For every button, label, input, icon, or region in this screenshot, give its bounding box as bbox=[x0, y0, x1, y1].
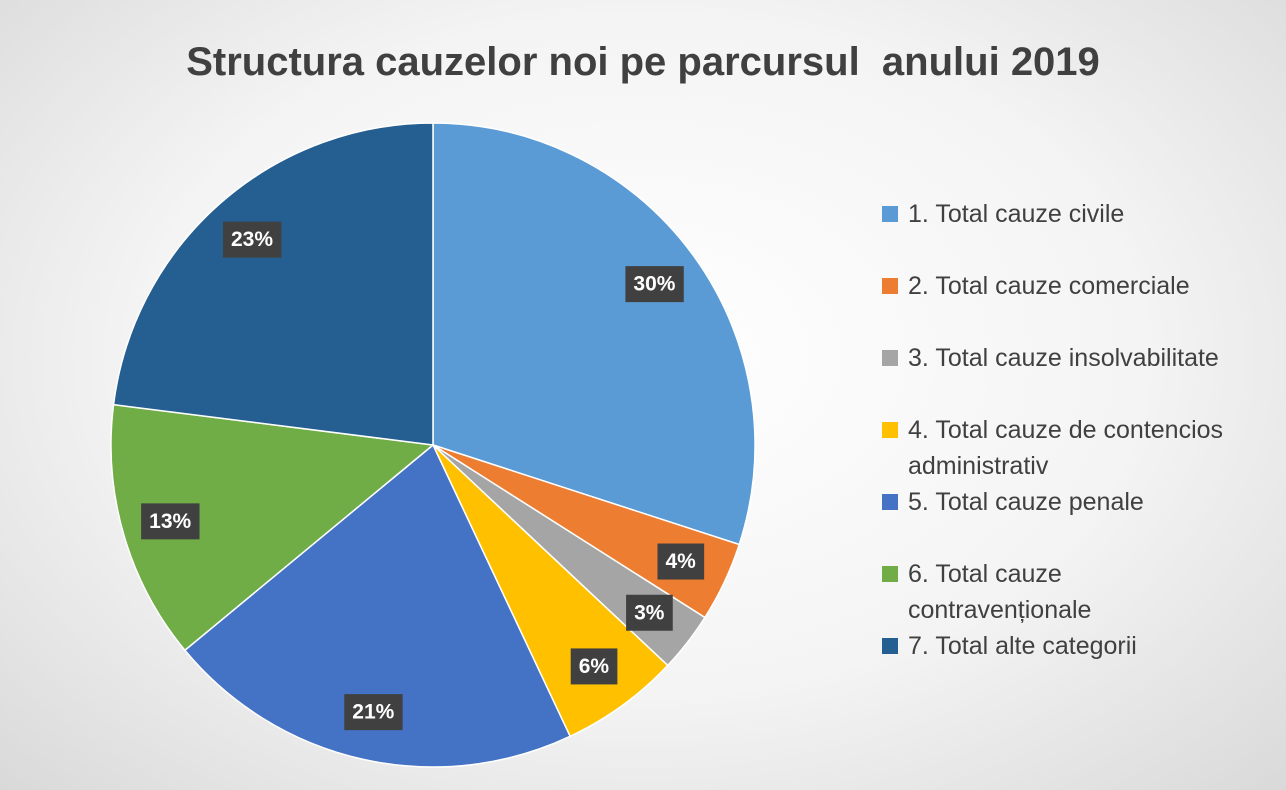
data-label-text: 30% bbox=[633, 273, 675, 296]
legend-swatch bbox=[882, 566, 898, 582]
legend-label: 6. Total cauze contravenționale bbox=[908, 560, 1092, 624]
data-label-text: 13% bbox=[149, 510, 191, 533]
legend-item: 4. Total cauze de contencios administrat… bbox=[882, 412, 1238, 484]
legend-swatch bbox=[882, 350, 898, 366]
legend-swatch bbox=[882, 494, 898, 510]
legend-swatch bbox=[882, 638, 898, 654]
legend-item: 5. Total cauze penale bbox=[882, 484, 1238, 556]
legend-label: 7. Total alte categorii bbox=[908, 632, 1137, 660]
data-label: 21% bbox=[344, 694, 403, 731]
legend-label: 5. Total cauze penale bbox=[908, 488, 1144, 516]
legend-item: 7. Total alte categorii bbox=[882, 628, 1238, 700]
legend-label: 4. Total cauze de contencios administrat… bbox=[908, 416, 1224, 480]
data-label-text: 6% bbox=[579, 655, 610, 678]
pie-slice bbox=[432, 122, 756, 546]
data-label-box bbox=[625, 266, 684, 303]
data-label: 6% bbox=[570, 648, 618, 685]
legend-swatch bbox=[882, 422, 898, 438]
data-label: 3% bbox=[626, 594, 673, 631]
legend-label: 2. Total cauze comerciale bbox=[908, 272, 1190, 300]
legend-item: 3. Total cauze insolvabilitate bbox=[882, 340, 1238, 412]
legend-label: 3. Total cauze insolvabilitate bbox=[908, 344, 1219, 372]
legend-label: 1. Total cauze civile bbox=[908, 200, 1125, 228]
chart-title: Structura cauzelor noi pe parcursul anul… bbox=[186, 40, 1100, 84]
pie-slice bbox=[110, 403, 435, 652]
data-label-box bbox=[570, 648, 618, 685]
legend-item: 6. Total cauze contravenționale bbox=[882, 556, 1238, 628]
data-label-text: 23% bbox=[231, 228, 273, 251]
data-label-text: 4% bbox=[665, 550, 696, 573]
data-label: 30% bbox=[625, 266, 684, 303]
data-label-box bbox=[657, 543, 705, 580]
data-label-text: 21% bbox=[352, 701, 394, 724]
legend-swatch bbox=[882, 278, 898, 294]
data-label-box bbox=[344, 694, 403, 731]
legend-item: 2. Total cauze comerciale bbox=[882, 268, 1238, 340]
data-label-box bbox=[626, 594, 673, 631]
data-label-box bbox=[141, 503, 200, 540]
data-label: 13% bbox=[141, 503, 200, 540]
legend-swatch bbox=[882, 206, 898, 222]
pie-slice bbox=[112, 122, 434, 446]
pie-slice bbox=[183, 443, 572, 768]
data-label: 4% bbox=[657, 543, 705, 580]
legend-item: 1. Total cauze civile bbox=[882, 196, 1238, 268]
data-label-box bbox=[222, 221, 282, 258]
data-label-text: 3% bbox=[634, 601, 665, 624]
data-label: 23% bbox=[222, 221, 282, 258]
legend: 1. Total cauze civile 2. Total cauze come… bbox=[882, 196, 1238, 700]
